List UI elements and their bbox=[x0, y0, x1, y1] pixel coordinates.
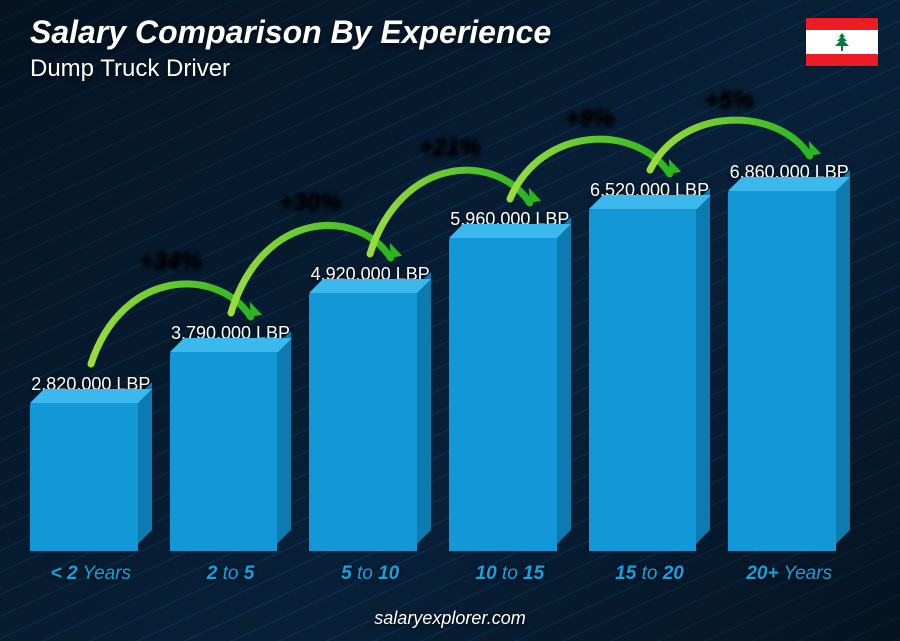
bar-side bbox=[138, 382, 152, 544]
bar-top bbox=[170, 338, 292, 352]
bar-3d bbox=[449, 238, 571, 551]
bar-3d bbox=[170, 352, 292, 551]
header: Salary Comparison By Experience Dump Tru… bbox=[30, 14, 551, 83]
brand-thin: explorer bbox=[422, 608, 486, 628]
page-title: Salary Comparison By Experience bbox=[30, 14, 551, 51]
x-axis-labels: < 2 Years 2 to 5 5 to 10 10 to 15 15 to 20 20… bbox=[30, 563, 850, 585]
bar-front bbox=[589, 209, 697, 551]
flag-stripe-top bbox=[806, 18, 878, 30]
x-label: 15 to 20 bbox=[589, 563, 711, 585]
page-subtitle: Dump Truck Driver bbox=[30, 55, 551, 83]
bar-side bbox=[277, 331, 291, 544]
x-label: 2 to 5 bbox=[170, 563, 292, 585]
bar-5: 6,860,000 LBP bbox=[728, 162, 850, 551]
growth-pct-label: +5% bbox=[705, 86, 754, 114]
x-label: 20+ Years bbox=[728, 563, 850, 585]
bar-side bbox=[557, 217, 571, 544]
bar-front bbox=[170, 352, 278, 551]
bar-0: 2,820,000 LBP bbox=[30, 374, 152, 551]
bar-side bbox=[696, 188, 710, 544]
bar-top bbox=[449, 224, 571, 238]
bar-group: 2,820,000 LBP3,790,000 LBP4,920,000 LBP5… bbox=[30, 149, 850, 551]
bar-front bbox=[30, 403, 138, 551]
x-label: 5 to 10 bbox=[309, 563, 431, 585]
bar-top bbox=[309, 279, 431, 293]
bar-3d bbox=[728, 191, 850, 551]
bar-front bbox=[309, 293, 417, 551]
growth-pct-label: +9% bbox=[565, 104, 614, 132]
bar-top bbox=[728, 177, 850, 191]
bar-top bbox=[30, 389, 152, 403]
bar-2: 4,920,000 LBP bbox=[309, 264, 431, 551]
flag-cedar-icon bbox=[806, 32, 878, 56]
x-label: 10 to 15 bbox=[449, 563, 571, 585]
bar-side bbox=[836, 170, 850, 544]
bar-4: 6,520,000 LBP bbox=[589, 180, 711, 551]
bar-3d bbox=[309, 293, 431, 551]
chart-area: +34%+30%+21%+9%+5% 2,820,000 LBP3,790,00… bbox=[30, 149, 850, 579]
bar-3: 5,960,000 LBP bbox=[449, 209, 571, 551]
chart-stage: Salary Comparison By Experience Dump Tru… bbox=[0, 0, 900, 641]
bar-top bbox=[589, 195, 711, 209]
brand-suffix: .com bbox=[487, 608, 526, 628]
bar-3d bbox=[30, 403, 152, 551]
bar-front bbox=[728, 191, 836, 551]
bar-1: 3,790,000 LBP bbox=[170, 323, 292, 551]
bar-front bbox=[449, 238, 557, 551]
footer-brand: salaryexplorer.com bbox=[0, 608, 900, 629]
bar-side bbox=[417, 272, 431, 544]
x-label: < 2 Years bbox=[30, 563, 152, 585]
lebanon-flag-icon bbox=[806, 18, 878, 66]
brand-bold: salary bbox=[374, 608, 422, 628]
bar-3d bbox=[589, 209, 711, 551]
